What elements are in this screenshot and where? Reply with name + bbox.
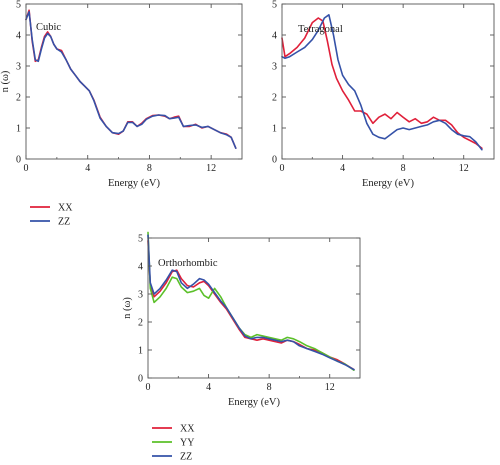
panel-title: Tetragonal (298, 24, 343, 35)
y-tick-label: 3 (16, 62, 21, 73)
y-tick-label: 3 (272, 62, 277, 73)
y-tick-label: 5 (16, 0, 21, 11)
legend: XX ZZ (30, 203, 73, 228)
x-tick-label: 12 (206, 163, 216, 174)
x-tick-label: 4 (340, 163, 345, 174)
legend-label-yy: YY (180, 438, 194, 449)
plot-frame (25, 3, 243, 160)
x-tick-label: 0 (280, 163, 285, 174)
x-tick-label: 4 (85, 163, 90, 174)
panel-title: Orthorhombic (158, 258, 218, 269)
x-tick-label: 8 (147, 163, 152, 174)
legend-label-xx: XX (180, 424, 195, 435)
x-axis-label: Energy (eV) (108, 178, 160, 189)
x-tick-label: 0 (24, 163, 29, 174)
y-tick-label: 1 (16, 124, 21, 135)
series-line-zz (25, 11, 237, 149)
x-axis-label: Energy (eV) (362, 178, 414, 189)
legend: XX YY ZZ (152, 424, 195, 463)
x-tick-label: 8 (401, 163, 406, 174)
plot-frame (281, 3, 495, 160)
y-tick-label: 2 (138, 318, 143, 329)
y-tick-label: 0 (16, 155, 21, 166)
y-tick-label: 0 (272, 155, 277, 166)
series-line-xx (281, 17, 483, 149)
y-tick-label: 3 (138, 290, 143, 301)
y-tick-label: 0 (138, 374, 143, 385)
y-tick-label: 4 (138, 262, 143, 273)
series-line-zz (281, 14, 483, 151)
x-tick-label: 4 (206, 382, 211, 393)
y-tick-label: 5 (272, 0, 277, 11)
x-tick-label: 8 (267, 382, 272, 393)
y-tick-label: 4 (16, 31, 21, 42)
series-line-zz (147, 234, 355, 371)
legend-label-xx: XX (58, 203, 73, 214)
y-tick-label: 2 (272, 93, 277, 104)
y-tick-label: 4 (272, 31, 277, 42)
x-tick-label: 12 (459, 163, 469, 174)
legend-label-zz: ZZ (58, 217, 70, 228)
y-axis-label: n (ω) (0, 70, 11, 92)
plot-frame (147, 237, 361, 379)
x-tick-label: 0 (146, 382, 151, 393)
legend-label-zz: ZZ (180, 452, 192, 463)
panel-title: Cubic (36, 22, 61, 33)
x-tick-label: 12 (325, 382, 335, 393)
y-tick-label: 2 (16, 93, 21, 104)
series-line-yy (147, 231, 355, 372)
x-axis-label: Energy (eV) (228, 397, 280, 408)
y-axis-label: n (ω) (122, 297, 133, 319)
y-tick-label: 1 (272, 124, 277, 135)
y-tick-label: 1 (138, 346, 143, 357)
y-tick-label: 5 (138, 234, 143, 245)
